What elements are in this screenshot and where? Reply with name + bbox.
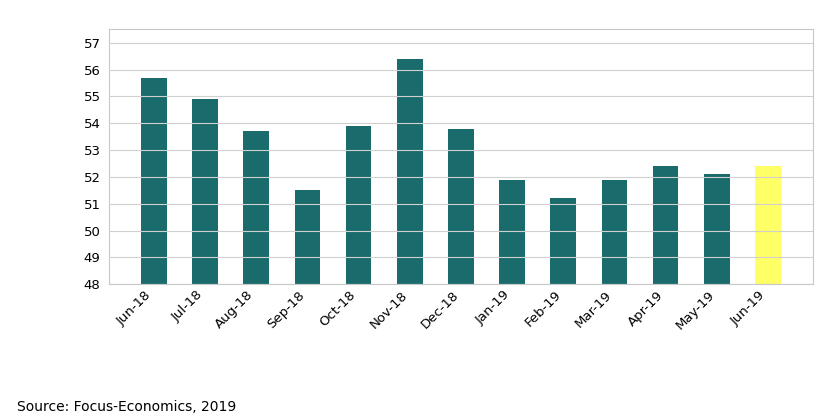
Text: Source: Focus-Economics, 2019: Source: Focus-Economics, 2019 [17, 400, 236, 414]
Bar [551, 199, 576, 284]
Bar [192, 99, 218, 284]
Bar [499, 180, 525, 284]
Bar [653, 166, 679, 284]
Bar [397, 59, 422, 284]
Bar [294, 190, 320, 284]
Bar [141, 78, 167, 284]
Bar [346, 126, 371, 284]
Bar [704, 174, 730, 284]
Bar [243, 131, 269, 284]
Bar [448, 129, 473, 284]
Bar [755, 166, 781, 284]
Bar [602, 180, 628, 284]
